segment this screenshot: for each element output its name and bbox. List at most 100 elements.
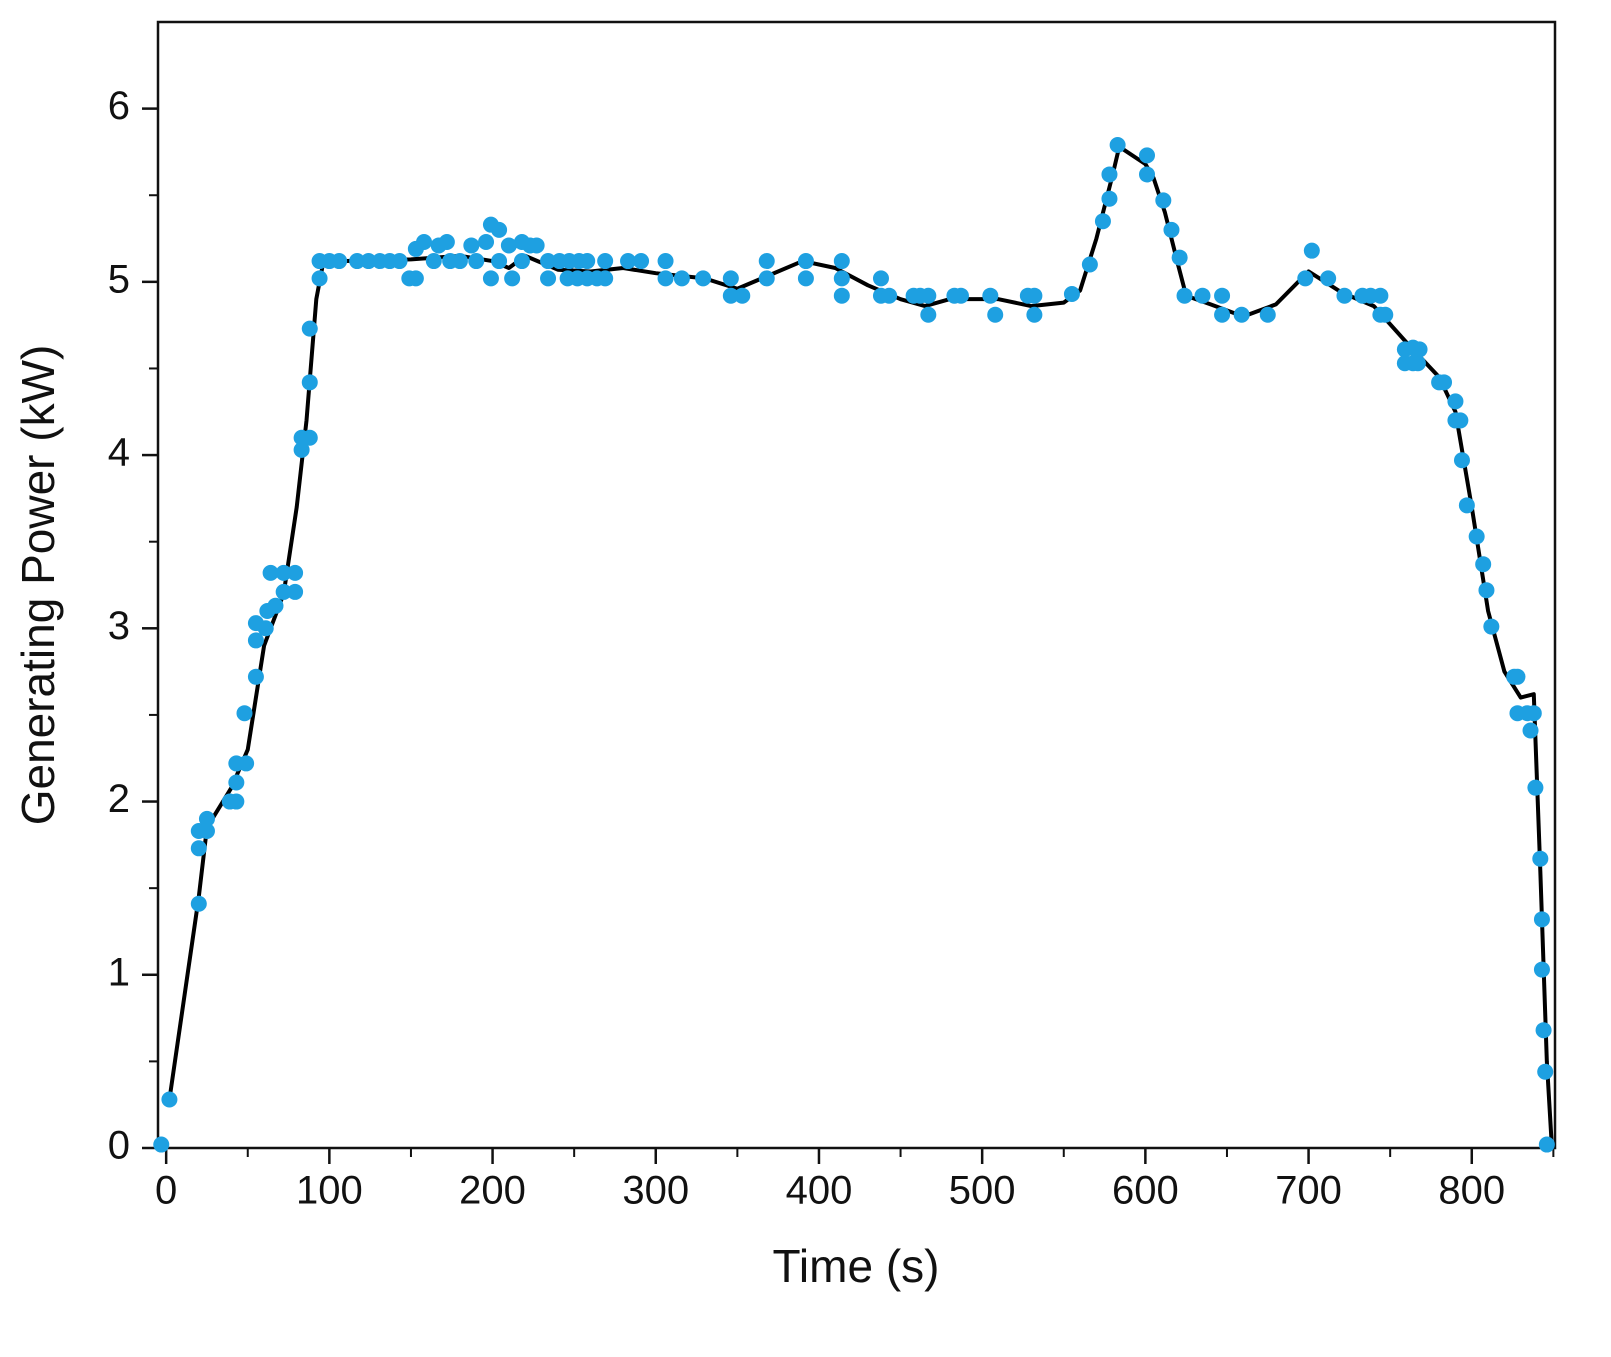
y-tick-label: 4 bbox=[108, 431, 130, 475]
data-point bbox=[1101, 190, 1118, 207]
data-point bbox=[528, 237, 545, 254]
data-point bbox=[407, 270, 424, 287]
data-point bbox=[579, 253, 596, 270]
data-point bbox=[301, 320, 318, 337]
x-tick-label: 800 bbox=[1438, 1169, 1505, 1213]
data-point bbox=[425, 253, 442, 270]
data-point bbox=[1026, 306, 1043, 323]
data-point bbox=[1214, 287, 1231, 304]
data-point bbox=[287, 583, 304, 600]
data-point bbox=[287, 564, 304, 581]
data-point bbox=[293, 441, 310, 458]
x-tick-label: 500 bbox=[949, 1169, 1016, 1213]
data-point bbox=[881, 287, 898, 304]
y-tick-label: 5 bbox=[108, 257, 130, 301]
data-point bbox=[438, 234, 455, 251]
data-point bbox=[833, 253, 850, 270]
data-point bbox=[1176, 287, 1193, 304]
data-point bbox=[1138, 166, 1155, 183]
data-point bbox=[1171, 249, 1188, 266]
data-point bbox=[491, 253, 508, 270]
data-point bbox=[540, 253, 557, 270]
data-point bbox=[920, 306, 937, 323]
data-point bbox=[1214, 306, 1231, 323]
data-point bbox=[1525, 705, 1542, 722]
data-point bbox=[1411, 341, 1428, 358]
data-point bbox=[1436, 374, 1453, 391]
data-point bbox=[1233, 306, 1250, 323]
x-tick-label: 700 bbox=[1275, 1169, 1342, 1213]
data-point bbox=[1453, 452, 1470, 469]
data-point bbox=[1372, 287, 1389, 304]
x-tick-label: 600 bbox=[1112, 1169, 1179, 1213]
data-point bbox=[1194, 287, 1211, 304]
data-point bbox=[349, 253, 366, 270]
data-point bbox=[673, 270, 690, 287]
data-point bbox=[153, 1136, 170, 1153]
data-point bbox=[1478, 582, 1495, 599]
data-point bbox=[920, 287, 937, 304]
data-point bbox=[491, 221, 508, 238]
data-point bbox=[833, 270, 850, 287]
data-point bbox=[1303, 242, 1320, 259]
y-tick-label: 6 bbox=[108, 84, 130, 128]
data-point bbox=[1336, 287, 1353, 304]
data-point bbox=[1468, 528, 1485, 545]
x-tick-label: 200 bbox=[459, 1169, 526, 1213]
data-point bbox=[198, 810, 215, 827]
data-point bbox=[1475, 556, 1492, 573]
data-point bbox=[301, 374, 318, 391]
data-point bbox=[982, 287, 999, 304]
data-point bbox=[391, 253, 408, 270]
data-point bbox=[695, 270, 712, 287]
data-point bbox=[540, 270, 557, 287]
data-point bbox=[1138, 147, 1155, 164]
data-point bbox=[238, 755, 255, 772]
data-point bbox=[1094, 213, 1111, 230]
data-point bbox=[1535, 1022, 1552, 1039]
data-point bbox=[597, 270, 614, 287]
data-point bbox=[987, 306, 1004, 323]
data-point bbox=[331, 253, 348, 270]
data-point bbox=[1538, 1136, 1555, 1153]
data-point bbox=[633, 253, 650, 270]
data-point bbox=[797, 253, 814, 270]
data-point bbox=[1483, 618, 1500, 635]
data-point bbox=[1405, 355, 1422, 372]
data-point bbox=[833, 287, 850, 304]
plot-frame bbox=[156, 20, 1557, 1150]
data-point bbox=[1081, 256, 1098, 273]
data-point bbox=[1026, 287, 1043, 304]
data-point bbox=[190, 840, 207, 857]
data-point bbox=[161, 1091, 178, 1108]
data-point bbox=[416, 234, 433, 251]
data-point bbox=[275, 564, 292, 581]
data-point bbox=[311, 270, 328, 287]
data-point bbox=[478, 234, 495, 251]
data-point bbox=[620, 253, 637, 270]
data-point bbox=[1447, 393, 1464, 410]
data-point bbox=[1155, 192, 1172, 209]
data-point bbox=[451, 253, 468, 270]
y-axis-label: Generating Power (kW) bbox=[12, 345, 64, 826]
data-point bbox=[1452, 412, 1469, 429]
data-point bbox=[1101, 166, 1118, 183]
data-point bbox=[797, 270, 814, 287]
y-tick-label: 2 bbox=[108, 777, 130, 821]
data-point bbox=[1109, 136, 1126, 153]
data-point bbox=[468, 253, 485, 270]
data-point bbox=[247, 632, 264, 649]
data-point bbox=[1259, 306, 1276, 323]
data-point bbox=[758, 253, 775, 270]
x-tick-label: 400 bbox=[786, 1169, 853, 1213]
data-point bbox=[228, 774, 245, 791]
data-point bbox=[267, 597, 284, 614]
data-point bbox=[1522, 722, 1539, 739]
data-point bbox=[722, 270, 739, 287]
data-point bbox=[1509, 668, 1526, 685]
data-point bbox=[247, 668, 264, 685]
data-point bbox=[262, 564, 279, 581]
data-point bbox=[463, 237, 480, 254]
